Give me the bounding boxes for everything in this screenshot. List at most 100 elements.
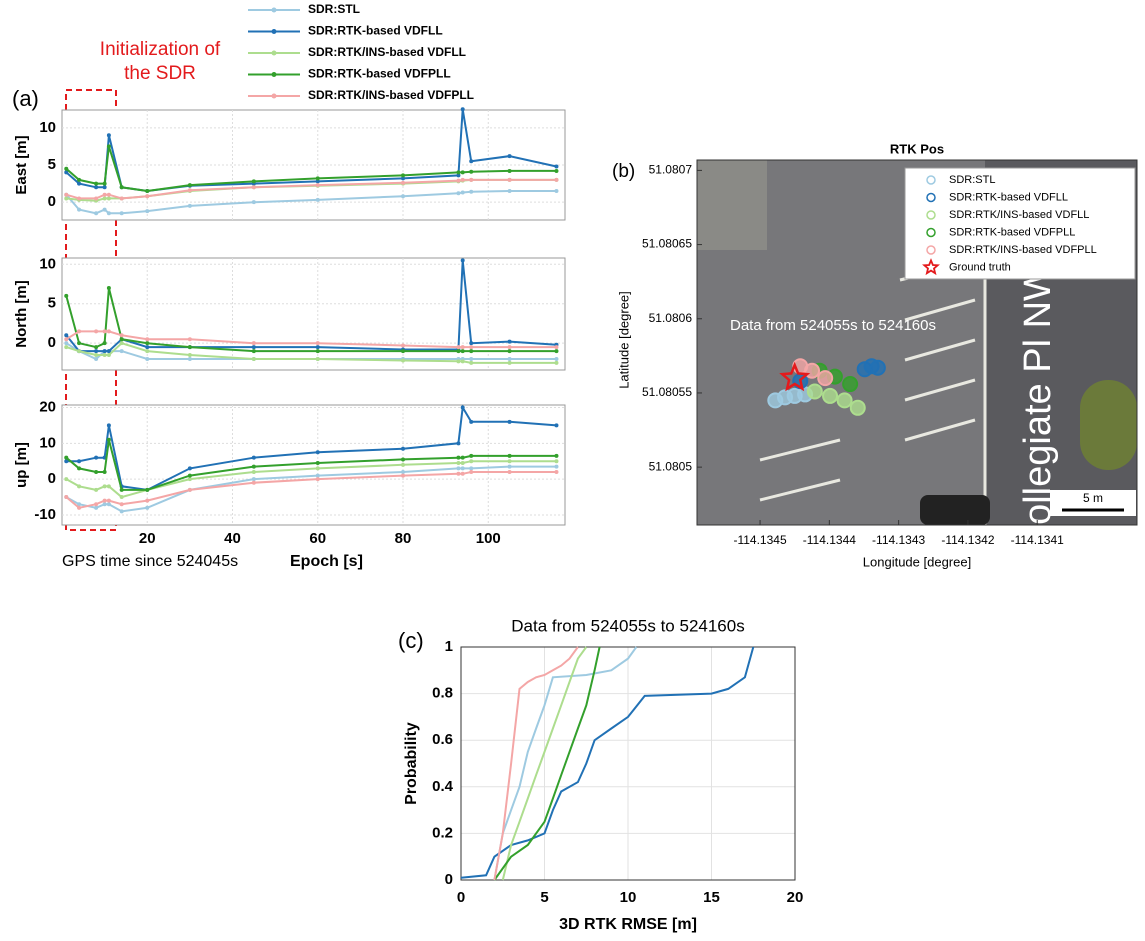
data-point	[460, 258, 465, 263]
data-point	[106, 484, 111, 489]
data-point	[77, 177, 82, 182]
legend-label: SDR:RTK-based VDFPLL	[308, 67, 451, 81]
data-point	[77, 466, 82, 471]
data-point	[507, 469, 512, 474]
cdf-line	[493, 646, 601, 881]
plot-frame	[460, 646, 796, 881]
data-point	[401, 473, 406, 478]
map-car	[920, 495, 990, 525]
data-point	[315, 179, 320, 184]
data-point	[401, 469, 406, 474]
data-point	[315, 477, 320, 482]
plot-area	[61, 109, 566, 221]
data-point	[119, 337, 124, 342]
data-point	[507, 453, 512, 458]
y-tick-label: 0	[48, 193, 56, 210]
data-point	[187, 337, 192, 342]
data-point	[106, 423, 111, 428]
data-point	[145, 498, 150, 503]
series-line	[65, 146, 557, 193]
data-point	[460, 190, 465, 195]
data-point	[106, 196, 111, 201]
legend-marker	[926, 192, 936, 203]
data-point	[456, 471, 461, 476]
data-point	[64, 477, 69, 482]
data-point	[401, 358, 406, 363]
data-point	[77, 484, 82, 489]
data-point	[64, 293, 69, 298]
data-point	[77, 329, 82, 334]
data-point	[251, 469, 256, 474]
y-tick-label: 10	[39, 119, 56, 136]
y-tick-label: 51.08065	[642, 237, 692, 251]
y-axis-label: Probability	[403, 722, 420, 805]
data-point	[106, 133, 111, 138]
x-tick-label: 20	[139, 530, 156, 547]
data-point	[456, 349, 461, 354]
legend-label: SDR:RTK-based VDFPLL	[949, 226, 1075, 238]
y-axis-label: North [m]	[13, 280, 30, 348]
series-line	[65, 471, 557, 509]
series-line	[65, 260, 557, 353]
data-point	[77, 207, 82, 212]
data-point	[119, 495, 124, 500]
y-axis-label: up [m]	[13, 442, 30, 488]
data-point	[554, 356, 559, 361]
data-point	[401, 180, 406, 185]
data-point	[119, 349, 124, 354]
parking-line	[904, 298, 976, 322]
street-label: ollegiate Pl NW	[1017, 265, 1059, 525]
data-point	[64, 337, 69, 342]
data-point	[145, 487, 150, 492]
data-point	[77, 505, 82, 510]
data-point	[554, 189, 559, 194]
data-point	[842, 376, 859, 393]
data-point	[102, 207, 107, 212]
legend-label: SDR:STL	[308, 2, 360, 16]
data-point	[64, 170, 69, 175]
data-point	[102, 329, 107, 334]
x-tick-label: 20	[787, 889, 804, 906]
legend-label: SDR:RTK/INS-based VDFLL	[949, 209, 1089, 221]
y-tick-label: -10	[34, 506, 56, 523]
data-point	[849, 399, 866, 416]
data-point	[119, 333, 124, 338]
data-point	[187, 345, 192, 350]
y-tick-label: 5	[48, 156, 56, 173]
legend-label: SDR:RTK/INS-based VDFPLL	[308, 88, 474, 102]
annotation: the SDR	[124, 63, 196, 84]
y-axis-label: East [m]	[13, 135, 30, 194]
cdf-line	[501, 646, 588, 881]
x-tick-label: -114.1341	[1011, 533, 1064, 547]
data-point	[77, 341, 82, 346]
data-point	[507, 356, 512, 361]
legend-marker	[926, 175, 936, 185]
x-tick-label: 40	[224, 530, 241, 547]
legend-marker	[271, 72, 277, 77]
data-point	[119, 211, 124, 216]
x-tick-label: 80	[395, 530, 412, 547]
data-point	[869, 359, 886, 376]
data-point	[469, 360, 474, 365]
legend-marker	[271, 50, 277, 56]
data-point	[94, 211, 99, 216]
data-point	[119, 487, 124, 492]
data-point	[554, 423, 559, 428]
data-point	[456, 466, 461, 471]
parking-line	[759, 478, 841, 502]
data-point	[64, 192, 69, 197]
data-point	[106, 349, 111, 354]
data-point	[145, 194, 150, 199]
data-point	[251, 477, 256, 482]
data-point	[145, 505, 150, 510]
legend-label: SDR:RTK/INS-based VDFLL	[308, 45, 466, 59]
cdf-line	[460, 646, 755, 879]
data-point	[401, 173, 406, 178]
legend-label: SDR:STL	[949, 174, 995, 186]
y-tick-label: 0.6	[432, 731, 453, 748]
data-point	[77, 181, 82, 186]
data-point	[145, 345, 150, 350]
data-point	[554, 177, 559, 182]
data-point	[102, 341, 107, 346]
